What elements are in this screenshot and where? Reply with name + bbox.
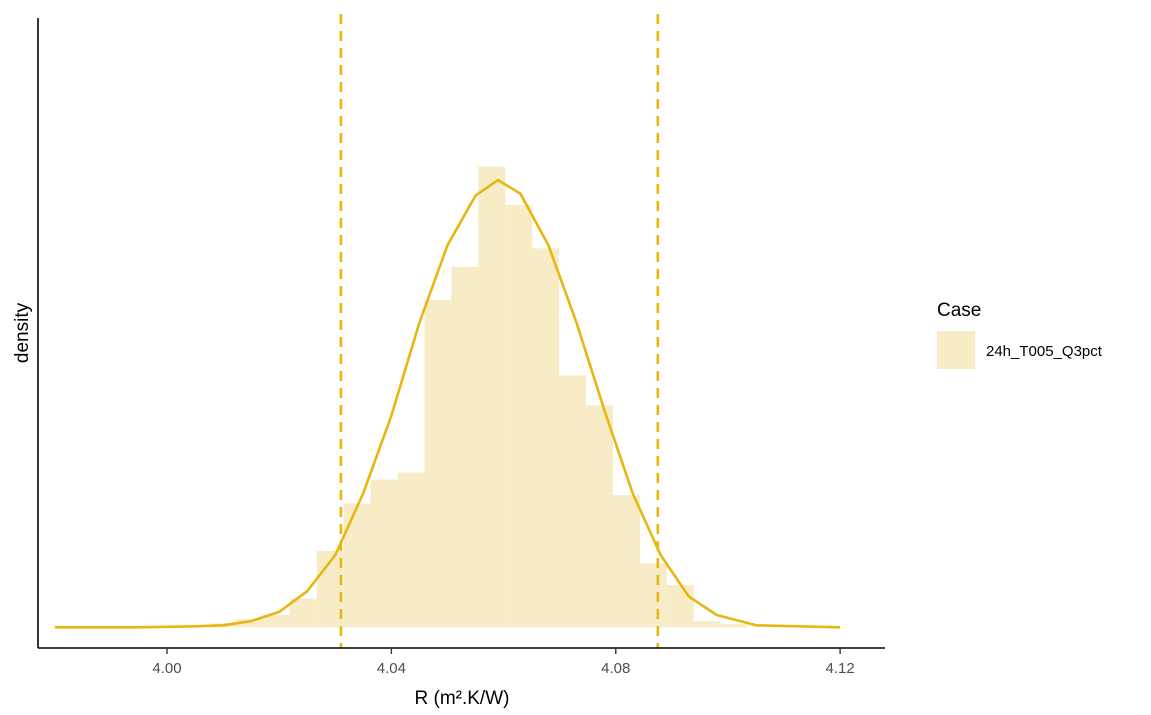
- legend-swatch: [937, 331, 975, 369]
- legend: Case 24h_T005_Q3pct: [937, 300, 1103, 369]
- density-curve-layer: [54, 178, 841, 629]
- histogram-bar: [289, 598, 317, 628]
- legend-label-24h-t005-q3pct: 24h_T005_Q3pct: [986, 343, 1103, 360]
- density-curve: [54, 178, 841, 629]
- x-tick-label: 4.08: [601, 660, 630, 677]
- x-tick-label: 4.12: [826, 660, 855, 677]
- histogram-bar: [451, 266, 479, 628]
- y-axis-title: density: [12, 302, 33, 363]
- histogram-bar: [639, 563, 667, 628]
- histogram-bars: [209, 166, 748, 628]
- histogram-bar: [532, 248, 560, 628]
- histogram-bar: [693, 621, 721, 628]
- x-axis-title: R (m².K/W): [415, 688, 510, 709]
- x-axis-ticks: 4.00 4.04 4.08 4.12: [152, 648, 855, 677]
- histogram-bar: [478, 166, 506, 628]
- histogram-bar: [262, 614, 290, 628]
- x-tick-label: 4.00: [152, 660, 181, 677]
- histogram-bar: [720, 624, 748, 628]
- histogram-bar: [236, 619, 263, 628]
- histogram-bar: [343, 503, 371, 628]
- reference-lines: [339, 14, 660, 648]
- legend-title: Case: [937, 300, 981, 321]
- histogram-bar: [666, 585, 694, 628]
- histogram-bar: [612, 495, 640, 628]
- histogram-bar: [505, 204, 533, 628]
- histogram-bar: [397, 472, 425, 628]
- x-tick-label: 4.04: [377, 660, 406, 677]
- histogram-bar: [586, 405, 613, 628]
- histogram-bar: [316, 550, 344, 628]
- histogram-bar: [370, 479, 398, 628]
- histogram-bar: [559, 375, 587, 628]
- histogram-bar: [424, 299, 452, 628]
